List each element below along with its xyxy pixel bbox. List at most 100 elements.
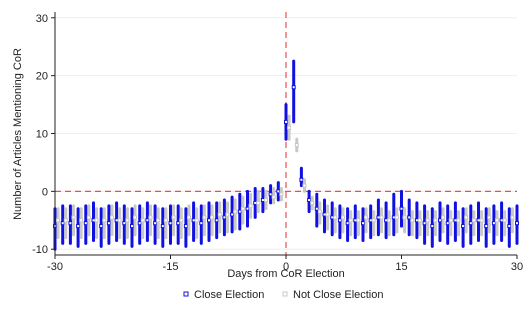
data-point bbox=[214, 218, 219, 223]
data-point bbox=[248, 203, 253, 208]
data-point bbox=[348, 218, 353, 223]
x-tick-label: -30 bbox=[47, 261, 63, 273]
data-point bbox=[163, 218, 168, 223]
data-point bbox=[199, 221, 204, 226]
data-point bbox=[387, 218, 392, 223]
data-point bbox=[414, 218, 419, 223]
data-point bbox=[68, 221, 73, 226]
data-point bbox=[109, 215, 114, 220]
data-point bbox=[202, 215, 207, 220]
data-point bbox=[245, 206, 250, 211]
data-point bbox=[448, 218, 453, 223]
data-point bbox=[299, 177, 304, 182]
data-point bbox=[502, 218, 507, 223]
data-point bbox=[60, 221, 65, 226]
data-point bbox=[491, 221, 496, 226]
data-point bbox=[176, 221, 181, 226]
data-point bbox=[263, 198, 268, 203]
legend-label: Close Election bbox=[194, 289, 264, 301]
data-point bbox=[307, 198, 312, 203]
data-point bbox=[515, 221, 519, 226]
data-point bbox=[340, 215, 345, 220]
data-point bbox=[237, 209, 242, 214]
series-layer bbox=[53, 59, 519, 251]
data-point bbox=[417, 218, 422, 223]
data-point bbox=[371, 218, 376, 223]
data-point bbox=[291, 85, 296, 90]
data-point bbox=[364, 215, 369, 220]
data-point bbox=[125, 218, 130, 223]
data-point bbox=[433, 218, 438, 223]
x-tick-label: 15 bbox=[395, 261, 407, 273]
data-point bbox=[76, 224, 81, 229]
data-point bbox=[484, 224, 489, 229]
data-point bbox=[148, 215, 153, 220]
data-point bbox=[322, 212, 327, 217]
data-point bbox=[494, 218, 499, 223]
data-point bbox=[438, 218, 442, 223]
data-point bbox=[422, 221, 427, 226]
data-point bbox=[499, 218, 504, 223]
data-point bbox=[430, 224, 435, 229]
data-point bbox=[160, 224, 165, 229]
data-point bbox=[325, 212, 330, 217]
data-point bbox=[99, 224, 104, 229]
data-point bbox=[468, 221, 473, 226]
data-point bbox=[210, 215, 215, 220]
data-point bbox=[510, 215, 515, 220]
data-point bbox=[353, 218, 358, 223]
data-point bbox=[183, 224, 188, 229]
data-point bbox=[271, 195, 276, 200]
data-point bbox=[376, 215, 381, 220]
data-point bbox=[63, 218, 68, 223]
data-point bbox=[379, 215, 384, 220]
data-point bbox=[333, 215, 338, 220]
x-tick-label: 0 bbox=[283, 261, 289, 273]
data-point bbox=[256, 200, 261, 205]
x-tick-label: 30 bbox=[511, 261, 523, 273]
y-tick-label: 20 bbox=[36, 71, 48, 83]
data-point bbox=[279, 192, 284, 197]
data-point bbox=[317, 209, 322, 214]
data-point bbox=[240, 206, 245, 211]
data-point bbox=[284, 119, 288, 124]
data-point bbox=[456, 218, 461, 223]
y-tick-label: 0 bbox=[42, 186, 48, 198]
data-point bbox=[345, 221, 350, 226]
legend-marker bbox=[282, 291, 288, 297]
y-axis-title: Number of Articles Mentioning CoR bbox=[12, 48, 24, 220]
data-point bbox=[168, 221, 173, 226]
data-point bbox=[156, 218, 161, 223]
data-point bbox=[394, 215, 399, 220]
data-point bbox=[230, 212, 235, 217]
data-point bbox=[133, 215, 138, 220]
data-point bbox=[153, 221, 158, 226]
data-point bbox=[140, 218, 145, 223]
legend-label: Not Close Election bbox=[293, 289, 384, 301]
data-point bbox=[253, 200, 258, 205]
data-point bbox=[171, 215, 176, 220]
x-axis-title: Days from CoR Election bbox=[227, 268, 344, 280]
data-point bbox=[425, 218, 430, 223]
data-point bbox=[337, 218, 342, 223]
data-point bbox=[399, 206, 404, 211]
data-point bbox=[94, 218, 99, 223]
data-point bbox=[117, 218, 122, 223]
data-point bbox=[130, 224, 134, 229]
y-tick-label: -10 bbox=[32, 244, 48, 256]
data-point bbox=[225, 212, 230, 217]
data-point bbox=[222, 215, 227, 220]
data-point bbox=[445, 221, 450, 226]
data-point bbox=[179, 218, 184, 223]
data-point bbox=[507, 224, 512, 229]
data-point bbox=[391, 215, 396, 220]
series-not-close-election bbox=[56, 114, 515, 240]
data-point bbox=[56, 218, 61, 223]
legend-item: Close Election bbox=[183, 289, 264, 301]
axes: -10 0 10 20 30 -30 -15 0 15 30 bbox=[32, 12, 523, 273]
data-point bbox=[91, 218, 96, 223]
data-point bbox=[217, 212, 222, 217]
data-point bbox=[356, 218, 361, 223]
data-point bbox=[310, 200, 315, 205]
data-point bbox=[79, 218, 84, 223]
